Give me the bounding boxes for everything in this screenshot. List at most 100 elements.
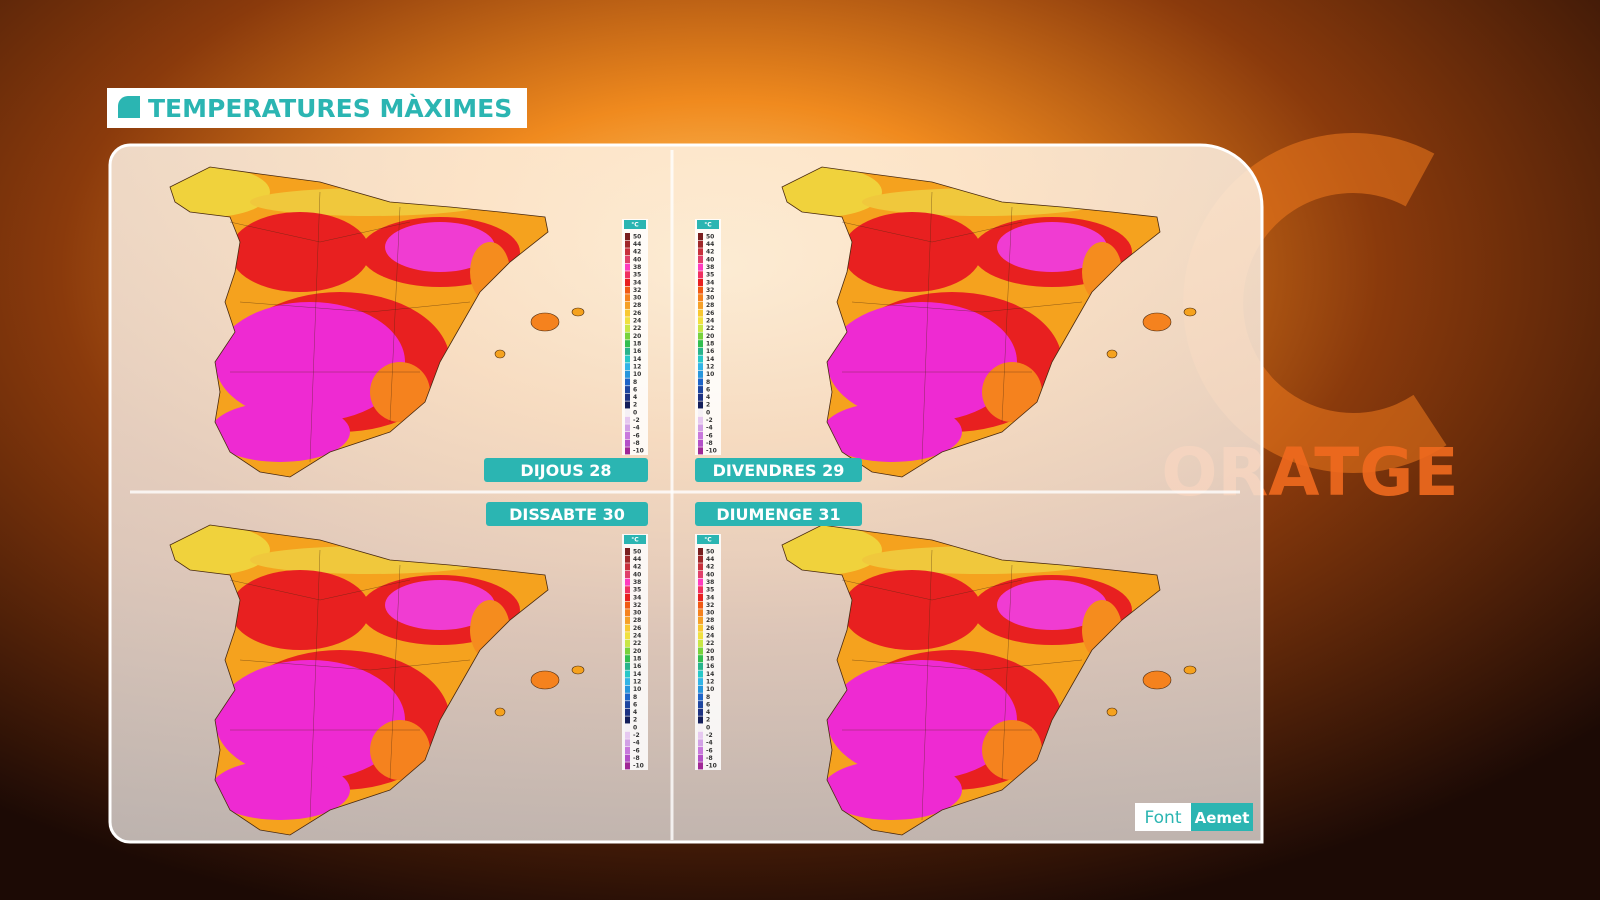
legend-swatch (625, 278, 630, 286)
legend-swatch (698, 708, 703, 716)
legends: °C50444240383534323028262422201816141210… (622, 219, 721, 770)
legend-label: 24 (633, 633, 641, 640)
day-label: DIUMENGE 31 (716, 505, 840, 524)
legend-swatch (698, 363, 703, 371)
legend-swatch (698, 555, 703, 563)
legend-unit: °C (631, 222, 639, 229)
legend-label: 22 (633, 325, 641, 332)
legend-label: 24 (706, 318, 714, 325)
legend-label: 40 (706, 256, 714, 263)
legend-label: 44 (633, 241, 641, 248)
legend-swatch (698, 347, 703, 355)
legend-label: 34 (706, 279, 714, 286)
legend-label: -2 (633, 732, 640, 739)
legend-swatch (698, 386, 703, 394)
legend-label: 12 (633, 363, 641, 370)
legend-label: 50 (706, 233, 714, 240)
legend-label: 50 (633, 233, 641, 240)
legend-label: 8 (706, 379, 710, 386)
legend-label: -10 (633, 763, 644, 770)
legend-swatch (625, 632, 630, 640)
legend-label: 34 (633, 594, 641, 601)
legend-swatch (698, 563, 703, 571)
legend-swatch (625, 248, 630, 256)
legend-label: 26 (706, 310, 714, 317)
legend-label: 0 (706, 724, 710, 731)
legend-label: 20 (633, 648, 641, 655)
legend-swatch (625, 355, 630, 363)
legend-swatch (625, 616, 630, 624)
legend-swatch (698, 724, 703, 732)
legend-swatch (698, 647, 703, 655)
legend: °C50444240383534323028262422201816141210… (695, 534, 721, 770)
legend-swatch (698, 409, 703, 417)
legend-swatch (625, 747, 630, 755)
legend-swatch (625, 409, 630, 417)
legend-swatch (625, 716, 630, 724)
legend-swatch (625, 639, 630, 647)
legend-unit: °C (631, 537, 639, 544)
legend-label: 40 (706, 571, 714, 578)
legend-label: 32 (706, 287, 714, 294)
legend-swatch (625, 593, 630, 601)
day-labels: DIJOUS 28 DIVENDRES 29 DISSABTE 30 DIUMENGE… (484, 458, 862, 526)
legend-header (624, 220, 646, 229)
legend-label: -6 (706, 432, 713, 439)
legend-label: 8 (633, 694, 637, 701)
legend-swatch (625, 548, 630, 556)
legend-label: 16 (706, 663, 714, 670)
legend-swatch (698, 747, 703, 755)
legend-swatch (625, 363, 630, 371)
legend-label: 14 (706, 671, 714, 678)
legend-swatch (625, 301, 630, 309)
legend-label: -4 (633, 425, 640, 432)
source-name: Aemet (1195, 809, 1250, 827)
title-icon (118, 96, 140, 118)
day-label: DIVENDRES 29 (713, 461, 845, 480)
legend-swatch (698, 439, 703, 447)
legend-swatch (698, 670, 703, 678)
legend-label: 35 (633, 272, 641, 279)
legend-label: 18 (706, 656, 714, 663)
legend-label: 38 (633, 579, 641, 586)
legend-label: 12 (706, 363, 714, 370)
legend-swatch (698, 416, 703, 424)
legend-label: 34 (633, 279, 641, 286)
legend-swatch (698, 447, 703, 455)
legend-swatch (625, 693, 630, 701)
legend-swatch (698, 393, 703, 401)
legend-label: 6 (706, 701, 710, 708)
legend-label: 38 (633, 264, 641, 271)
legend-label: 10 (633, 371, 641, 378)
legend-label: 8 (633, 379, 637, 386)
legend-label: 20 (706, 648, 714, 655)
legend-swatch (698, 593, 703, 601)
legend-swatch (625, 424, 630, 432)
legend-swatch (625, 233, 630, 241)
legend-swatch (625, 754, 630, 762)
legend-label: 22 (706, 640, 714, 647)
legend-label: 2 (633, 717, 637, 724)
legend-label: -8 (633, 755, 640, 762)
legend-label: 16 (706, 348, 714, 355)
legend: °C50444240383534323028262422201816141210… (622, 534, 648, 770)
legend-swatch (698, 378, 703, 386)
legend-label: 10 (706, 686, 714, 693)
legend-swatch (698, 263, 703, 271)
legend-label: 35 (633, 587, 641, 594)
legend-label: 16 (633, 348, 641, 355)
legend-label: 6 (706, 386, 710, 393)
legend-label: 22 (706, 325, 714, 332)
legend-swatch (625, 586, 630, 594)
legend-swatch (625, 324, 630, 332)
legend-swatch (698, 639, 703, 647)
legend-swatch (698, 685, 703, 693)
legend-swatch (698, 678, 703, 686)
legend-swatch (625, 678, 630, 686)
legend-label: 24 (633, 318, 641, 325)
legend-label: 30 (633, 295, 641, 302)
legend-swatch (625, 386, 630, 394)
legend-label: 30 (633, 610, 641, 617)
legend-swatch (698, 424, 703, 432)
